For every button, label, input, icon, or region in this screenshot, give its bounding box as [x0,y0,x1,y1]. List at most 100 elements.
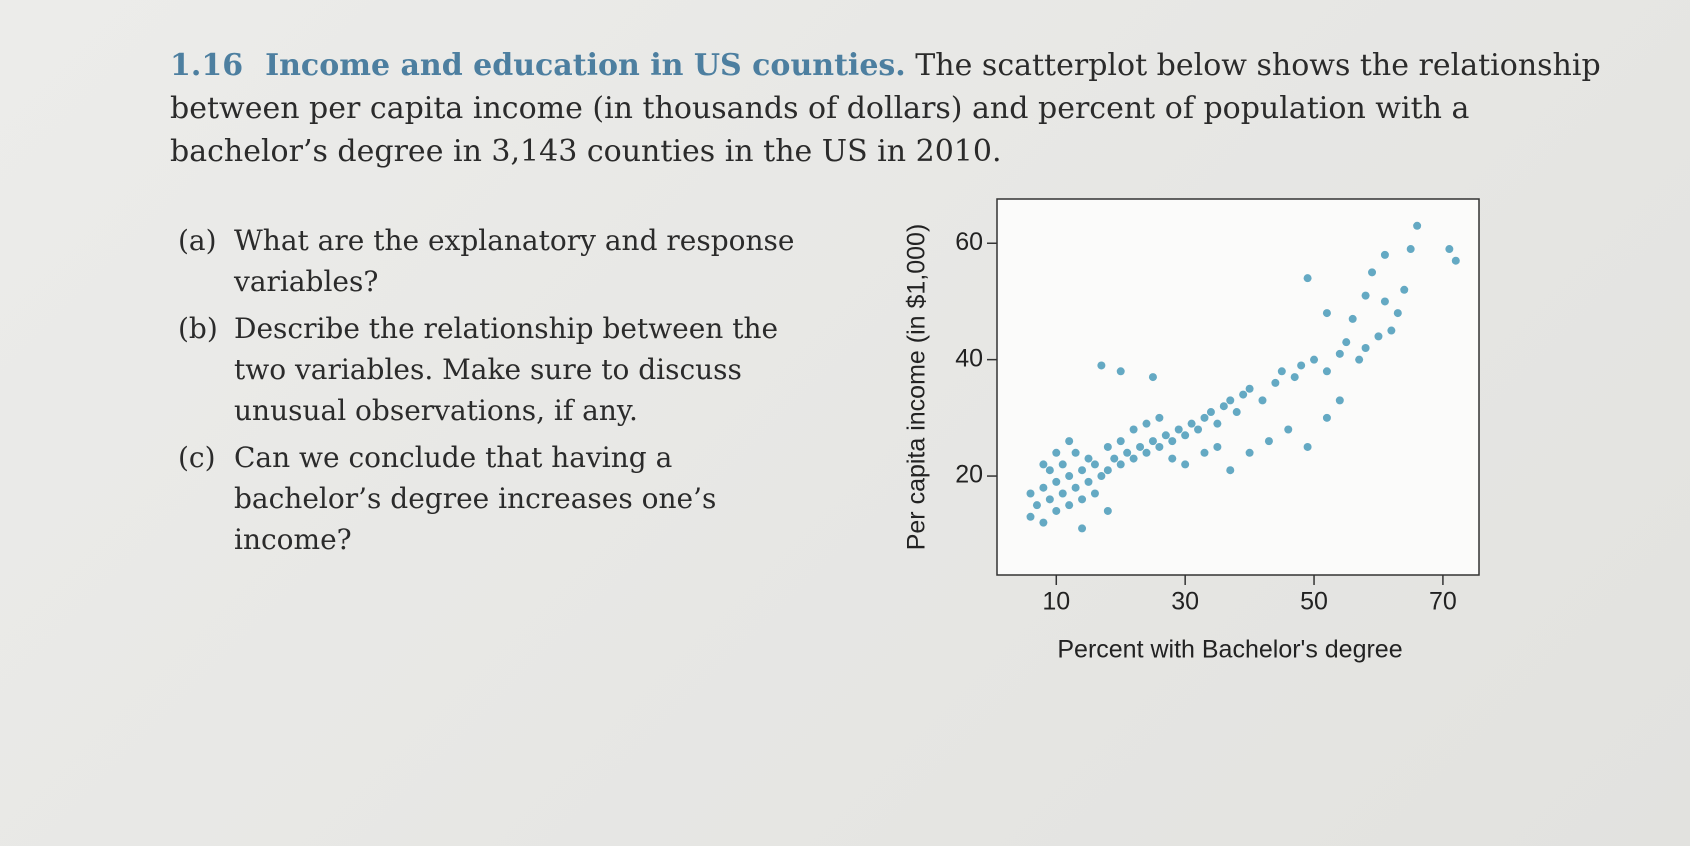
point [1052,506,1061,515]
problem-part: (c) Can we conclude that having a bachelo… [178,437,818,560]
y-axis-label: Per capita income (in $1,000) [903,224,931,551]
point [1071,483,1080,492]
point [1297,361,1306,370]
point [1078,495,1087,504]
point [1129,454,1138,463]
point [1200,413,1209,422]
part-text: Can we conclude that having a bachelor’s… [234,441,717,556]
x-tick-label: 10 [1042,588,1070,616]
point [1213,419,1222,428]
point [1148,373,1157,382]
point [1071,448,1080,457]
point [1142,419,1151,428]
point [1052,477,1061,486]
point [1097,361,1106,370]
point [1335,349,1344,358]
problem-parts: (a) What are the explanatory and response… [178,220,818,566]
point [1213,442,1222,451]
point [1348,314,1357,323]
point [1155,442,1164,451]
point [1181,460,1190,469]
point [1219,402,1228,411]
point [1045,466,1054,475]
point [1187,419,1196,428]
problem-number: 1.16 [170,48,244,83]
point [1174,425,1183,434]
point [1355,355,1364,364]
point [1322,413,1331,422]
x-tick-label: 70 [1429,588,1457,616]
point [1155,413,1164,422]
point [1245,448,1254,457]
y-tick-label: 60 [955,228,983,256]
point [1058,489,1067,498]
point [1445,245,1454,254]
part-label: (b) [178,312,218,345]
point [1136,442,1145,451]
point [1084,477,1093,486]
point [1290,373,1299,382]
point [1413,221,1422,230]
point [1026,512,1035,521]
point [1232,408,1241,417]
point [1148,437,1157,446]
point [1310,355,1319,364]
point [1451,256,1460,265]
point [1400,285,1409,294]
point [1200,448,1209,457]
point [1322,367,1331,376]
point [1116,460,1125,469]
problem-title: Income and education in US counties. [265,48,906,83]
x-axis-label: Percent with Bachelor's degree [1057,636,1402,664]
point [1380,297,1389,306]
x-tick-label: 50 [1300,588,1328,616]
y-tick-label: 40 [955,344,983,372]
point [1103,442,1112,451]
problem-part: (a) What are the explanatory and response… [178,220,818,302]
point [1103,466,1112,475]
point [1380,250,1389,259]
point [1078,524,1087,533]
part-text: What are the explanatory and response va… [234,224,795,298]
point [1161,431,1170,440]
point [1271,378,1280,387]
point [1123,448,1132,457]
point [1084,454,1093,463]
problem-intro: 1.16 Income and education in US counties.… [170,44,1620,173]
point [1303,442,1312,451]
point [1116,367,1125,376]
part-text: Describe the relationship between the tw… [234,312,779,427]
point [1039,483,1048,492]
point [1368,268,1377,277]
point [1078,466,1087,475]
point [1406,245,1415,254]
point [1181,431,1190,440]
point [1387,326,1396,335]
point [1097,472,1106,481]
point [1194,425,1203,434]
point [1393,309,1402,318]
point [1110,454,1119,463]
point [1277,367,1286,376]
point [1322,309,1331,318]
x-tick-label: 30 [1171,588,1199,616]
point [1090,489,1099,498]
point [1264,437,1273,446]
point [1335,396,1344,405]
point [1103,506,1112,515]
point [1303,274,1312,283]
point [1226,396,1235,405]
point [1065,472,1074,481]
point [1226,466,1235,475]
point [1032,501,1041,510]
point [1374,332,1383,341]
point [1039,460,1048,469]
point [1065,437,1074,446]
point [1168,437,1177,446]
point [1142,448,1151,457]
point [1168,454,1177,463]
y-tick-label: 20 [955,461,983,489]
point [1361,344,1370,353]
